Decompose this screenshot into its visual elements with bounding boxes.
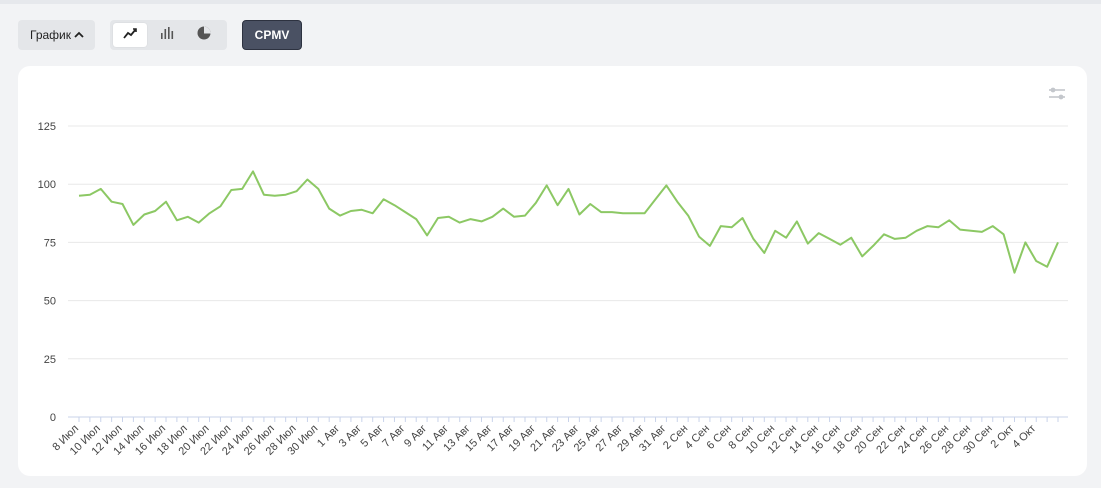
view-toggle-label: График — [30, 28, 71, 42]
series-line — [78, 170, 1059, 274]
x-tick-label: 5 Авг — [359, 423, 386, 450]
x-tick-label: 7 Авг — [380, 423, 407, 450]
sliders-icon — [1048, 87, 1066, 106]
x-tick-label: 4 Окт — [1010, 423, 1038, 451]
y-tick-label: 25 — [44, 354, 56, 366]
metric-cpmv-button[interactable]: CPMV — [242, 20, 302, 50]
chart-toolbar: График CPMV — [18, 20, 302, 50]
y-tick-label: 125 — [38, 121, 56, 133]
pie-chart-button[interactable] — [187, 23, 221, 47]
line-chart-button[interactable] — [113, 23, 147, 47]
bar-chart-button[interactable] — [150, 23, 184, 47]
y-tick-label: 0 — [50, 412, 56, 424]
chart-type-switch — [110, 20, 227, 50]
pie-chart-icon — [196, 25, 212, 46]
bar-chart-icon — [159, 25, 175, 46]
chart-settings-button[interactable] — [1048, 86, 1066, 102]
view-toggle-button[interactable]: График — [18, 20, 95, 50]
top-divider — [0, 0, 1101, 4]
x-tick-label: 2 Окт — [989, 423, 1017, 451]
y-tick-label: 75 — [44, 237, 56, 249]
chevron-up-icon — [74, 28, 84, 42]
x-tick-label: 1 Авг — [315, 423, 342, 450]
line-chart-icon — [122, 25, 138, 46]
chart-card — [18, 66, 1087, 476]
y-tick-label: 50 — [44, 296, 56, 308]
y-tick-label: 100 — [38, 179, 56, 191]
x-tick-label: 3 Авг — [337, 423, 364, 450]
